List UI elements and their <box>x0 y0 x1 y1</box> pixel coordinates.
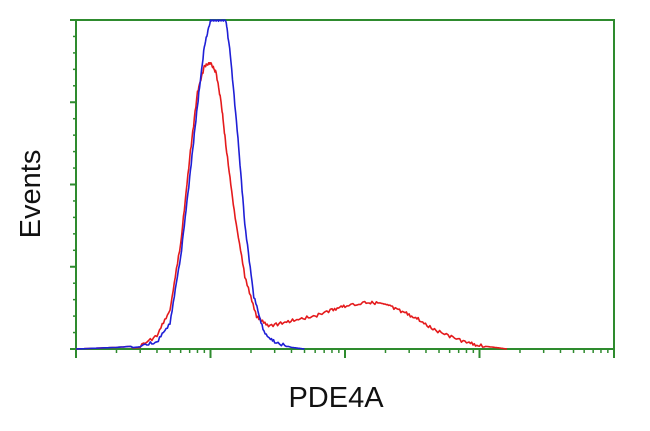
x-axis-title: PDE4A <box>288 382 384 414</box>
series-layer <box>75 19 508 350</box>
series-line-red <box>75 61 508 350</box>
x-axis-ticks <box>75 349 615 358</box>
series-line-blue <box>75 19 305 350</box>
y-axis-title: Events <box>15 150 47 239</box>
y-axis-ticks <box>70 19 76 350</box>
